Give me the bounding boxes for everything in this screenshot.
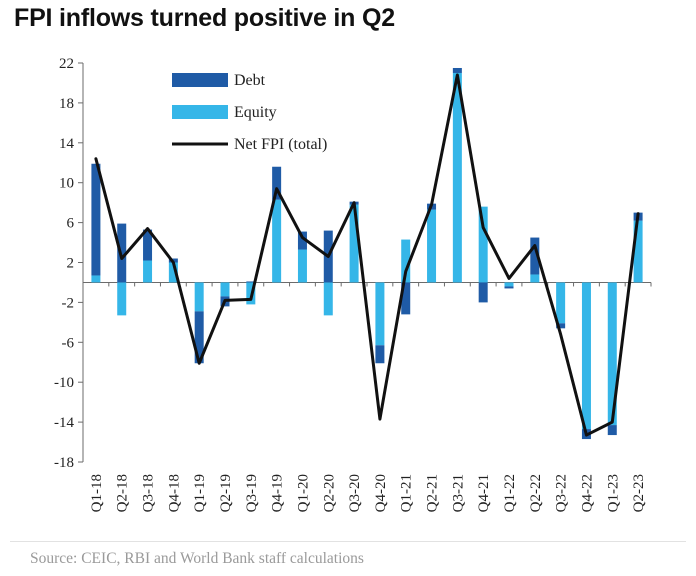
x-tick-label: Q2-23 bbox=[631, 474, 647, 512]
x-tick-label: Q1-18 bbox=[89, 474, 105, 512]
x-tick-label: Q3-19 bbox=[244, 474, 260, 512]
equity-bar bbox=[220, 282, 230, 297]
source-note: Source: CEIC, RBI and World Bank staff c… bbox=[30, 550, 364, 567]
x-tick-label: Q4-21 bbox=[476, 474, 492, 512]
x-tick-label: Q2-18 bbox=[115, 474, 131, 512]
x-tick-label: Q3-20 bbox=[347, 474, 363, 512]
legend: Debt Equity Net FPI (total) bbox=[172, 72, 327, 153]
x-tick-label: Q3-21 bbox=[450, 474, 466, 512]
legend-debt-label: Debt bbox=[234, 72, 266, 89]
debt-bar bbox=[297, 231, 307, 250]
y-tick-label: -14 bbox=[54, 415, 74, 431]
equity-bar bbox=[117, 282, 127, 316]
equity-bar bbox=[272, 199, 282, 283]
debt-bar bbox=[556, 323, 566, 329]
x-tick-label: Q1-22 bbox=[502, 474, 518, 512]
equity-bar bbox=[581, 282, 591, 430]
equity-bar bbox=[375, 282, 385, 346]
y-tick-label: -2 bbox=[62, 295, 75, 311]
equity-bar bbox=[323, 282, 333, 316]
x-tick-label: Q1-19 bbox=[192, 474, 208, 512]
equity-bar bbox=[633, 220, 643, 283]
y-tick-label: 18 bbox=[59, 96, 74, 112]
net-fpi-line bbox=[94, 73, 640, 437]
equity-bar bbox=[143, 260, 153, 283]
equity-bar bbox=[91, 275, 101, 283]
x-tick-label: Q2-20 bbox=[321, 474, 337, 512]
x-tick-label: Q3-18 bbox=[141, 474, 157, 512]
x-tick-label: Q1-20 bbox=[295, 474, 311, 512]
debt-bar bbox=[272, 166, 282, 200]
debt-bar bbox=[607, 425, 617, 436]
x-tick-label: Q4-19 bbox=[270, 474, 286, 512]
legend-equity-label: Equity bbox=[234, 104, 277, 121]
y-tick-label: 10 bbox=[59, 176, 74, 192]
debt-bar bbox=[375, 345, 385, 364]
y-tick-label: -18 bbox=[54, 455, 74, 471]
legend-debt-swatch bbox=[172, 73, 228, 87]
chart-title: FPI inflows turned positive in Q2 bbox=[14, 4, 395, 32]
debt-bar bbox=[452, 67, 462, 73]
debt-bar bbox=[530, 237, 540, 275]
x-tick-label: Q4-20 bbox=[373, 474, 389, 512]
x-tick-label: Q2-21 bbox=[425, 474, 441, 512]
debt-bar bbox=[478, 282, 488, 303]
x-tick-label: Q4-22 bbox=[579, 474, 595, 512]
x-axis: Q1-18 Q2-18 Q3-18 Q4-18 Q1-19 Q2-19 Q3-19 Q4-19… bbox=[82, 281, 652, 512]
legend-equity-swatch bbox=[172, 105, 228, 119]
y-axis: 22 18 14 10 6 2 -2 -6 -10 -14 -18 bbox=[54, 56, 84, 471]
debt-bar bbox=[91, 163, 101, 276]
x-tick-label: Q4-18 bbox=[166, 474, 182, 512]
debt-bar bbox=[246, 281, 256, 283]
equity-bar bbox=[427, 209, 437, 283]
equity-bar bbox=[607, 282, 617, 426]
debt-bar bbox=[401, 282, 411, 315]
x-tick-label: Q3-22 bbox=[554, 474, 570, 512]
net-fpi-line-group bbox=[94, 73, 640, 437]
legend-net-fpi-label: Net FPI (total) bbox=[234, 136, 327, 153]
y-tick-label: 22 bbox=[59, 56, 74, 72]
y-tick-label: 6 bbox=[67, 216, 75, 232]
x-tick-label: Q2-22 bbox=[528, 474, 544, 512]
y-tick-label: -6 bbox=[62, 335, 75, 351]
equity-bar bbox=[530, 274, 540, 283]
x-tick-label: Q1-23 bbox=[605, 474, 621, 512]
bars bbox=[91, 67, 643, 440]
x-tick-label: Q1-21 bbox=[399, 474, 415, 512]
equity-bar bbox=[168, 262, 178, 283]
y-tick-label: 2 bbox=[67, 256, 75, 272]
x-tick-label: Q2-19 bbox=[218, 474, 234, 512]
y-tick-label: 14 bbox=[59, 136, 75, 152]
source-divider bbox=[10, 541, 686, 542]
debt-bar bbox=[504, 286, 514, 289]
y-tick-label: -10 bbox=[54, 375, 74, 391]
equity-bar bbox=[401, 239, 411, 283]
debt-bar bbox=[194, 311, 204, 364]
equity-bar bbox=[349, 204, 359, 283]
equity-bar bbox=[194, 282, 204, 312]
equity-bar bbox=[478, 206, 488, 283]
equity-bar bbox=[297, 249, 307, 283]
equity-bar bbox=[556, 282, 566, 324]
equity-bar bbox=[504, 282, 514, 287]
debt-bar bbox=[143, 229, 153, 261]
equity-bar bbox=[452, 72, 462, 283]
